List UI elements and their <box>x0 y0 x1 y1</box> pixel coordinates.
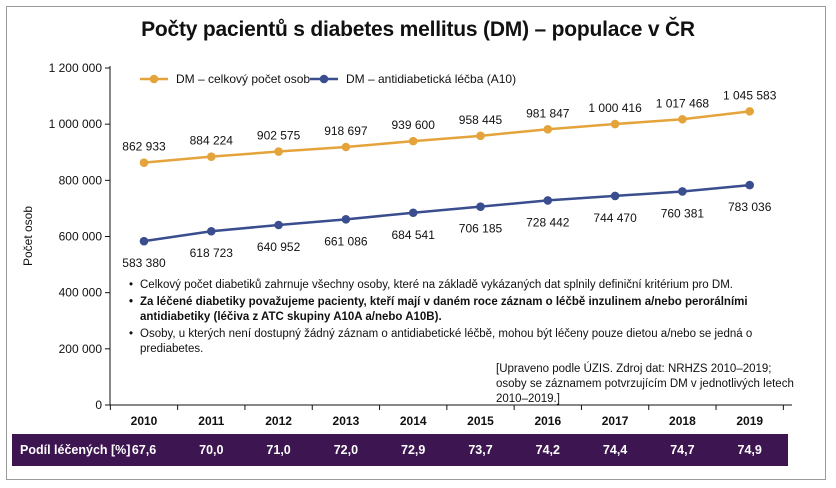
y-tick-label: 800 000 <box>59 173 103 187</box>
note-untreated: Osoby, u kterých není dostupný žádný záz… <box>129 327 779 357</box>
note-total: Celkový počet diabetiků zahrnuje všechny… <box>129 278 779 293</box>
data-point <box>543 196 553 205</box>
data-point <box>678 187 687 196</box>
treated-share-2016: 74,2 <box>535 443 560 457</box>
data-point <box>745 180 754 190</box>
data-label: 706 185 <box>459 222 503 236</box>
data-point <box>207 152 216 161</box>
x-tick-label: 2011 <box>198 414 224 428</box>
y-tick-label: 400 000 <box>59 286 103 300</box>
treated-share-2017: 74,4 <box>602 443 628 457</box>
x-tick-label: 2012 <box>265 414 292 428</box>
source-note: [Upraveno podle ÚZIS. Zdroj dat: NRHZS 2… <box>496 363 794 405</box>
y-tick-label: 600 000 <box>59 230 103 244</box>
x-tick-label: 2015 <box>467 414 494 428</box>
data-label: 902 575 <box>257 129 301 143</box>
series-lines <box>143 110 750 243</box>
data-labels: 862 933 884 224 902 575 918 697 939 600 958 4… <box>122 88 776 270</box>
data-point <box>139 236 149 246</box>
x-tick-label: 2019 <box>736 414 763 428</box>
x-tick-label: 2016 <box>534 414 561 428</box>
series-points <box>139 107 754 246</box>
treated-share-2019: 74,9 <box>737 443 762 457</box>
data-label: 981 847 <box>526 106 570 120</box>
treated-share-2012: 71,0 <box>266 443 291 457</box>
chart-notes: Celkový počet diabetiků zahrnuje všechny… <box>129 278 779 359</box>
treated-share-2015: 73,7 <box>468 443 493 457</box>
note-treated: Za léčené diabetiky považujeme pacienty,… <box>129 295 779 325</box>
data-label: 744 470 <box>593 211 637 225</box>
data-label: 728 442 <box>526 215 570 229</box>
treated-share-2010: 67,6 <box>131 443 157 457</box>
data-label: 1 000 416 <box>588 101 642 115</box>
x-tick-label: 2010 <box>131 414 158 428</box>
data-label: 783 036 <box>728 200 772 214</box>
data-label: 760 381 <box>661 206 705 220</box>
chart-title: Počty pacientů s diabetes mellitus (DM) … <box>141 18 695 41</box>
series-line-2 <box>143 183 750 243</box>
data-label: 918 697 <box>324 124 368 138</box>
treated-share-2013: 72,0 <box>333 443 359 457</box>
y-tick-label: 200 000 <box>59 342 103 356</box>
data-point <box>408 208 418 218</box>
legend: DM – celkový počet osob DM – antidiabetic… <box>140 72 516 86</box>
data-label: 884 224 <box>190 134 234 148</box>
treated-share-2014: 72,9 <box>401 443 426 457</box>
legend-marker <box>149 74 159 84</box>
data-point <box>543 124 553 134</box>
data-label: 684 541 <box>392 228 436 242</box>
y-tick-label: 0 <box>95 398 102 412</box>
treated-share-2011: 70,0 <box>199 443 224 457</box>
y-tick-label: 1 200 000 <box>49 61 103 75</box>
axes <box>105 66 792 410</box>
data-point <box>139 158 149 167</box>
x-tick-label: 2017 <box>602 414 629 428</box>
treated-share-label: Podíl léčených [%] <box>20 443 131 457</box>
legend-entry: DM – antidiabetická léčba (A10) <box>346 72 516 86</box>
data-point <box>476 202 485 211</box>
data-label: 958 445 <box>459 113 503 127</box>
data-point <box>476 131 485 141</box>
data-label: 640 952 <box>257 240 301 254</box>
treated-share-2018: 74,7 <box>670 443 695 457</box>
data-label: 618 723 <box>190 246 234 260</box>
tick-labels: 0 200 000 400 000 600 000 800 000 1 000 000 1 … <box>49 61 764 428</box>
data-point <box>610 119 620 129</box>
x-tick-label: 2018 <box>669 414 696 428</box>
data-point <box>745 107 754 116</box>
data-label: 862 933 <box>122 140 166 154</box>
data-label: 1 017 468 <box>656 96 710 110</box>
data-label: 583 380 <box>122 256 166 270</box>
chart-frame <box>6 6 826 480</box>
data-point <box>341 215 351 224</box>
data-point <box>408 136 418 146</box>
legend-marker <box>319 74 329 84</box>
data-point <box>274 220 283 230</box>
data-point <box>207 226 216 236</box>
x-tick-label: 2013 <box>333 414 360 428</box>
data-point <box>274 147 283 156</box>
data-point <box>341 142 351 152</box>
data-point <box>678 114 687 124</box>
legend-entry: DM – celkový počet osob <box>176 72 310 86</box>
data-label: 1 045 583 <box>723 88 777 102</box>
treated-share-bar: Podíl léčených [%] 67,6 70,0 71,0 72,0 7… <box>12 434 788 466</box>
data-label: 661 086 <box>324 234 368 248</box>
y-tick-label: 1 000 000 <box>49 117 103 131</box>
data-label: 939 600 <box>392 118 436 132</box>
x-tick-label: 2014 <box>400 414 427 428</box>
y-axis-label: Počet osob <box>21 206 35 266</box>
data-point <box>610 191 620 201</box>
series-line-1 <box>143 110 750 164</box>
